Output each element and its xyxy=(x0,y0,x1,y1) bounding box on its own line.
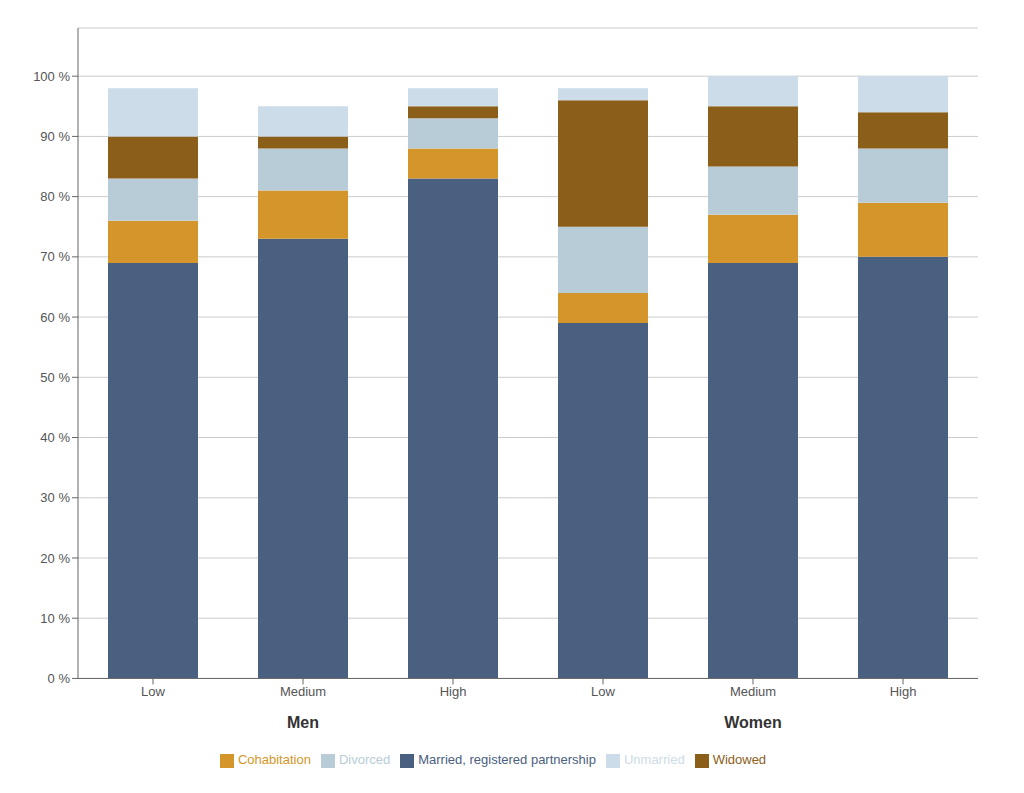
html-text:Widowed: Widowed xyxy=(712,752,767,768)
html-text:Married, registered partnershi: Married, registered partnership xyxy=(418,752,596,768)
svg-text:Medium: Medium xyxy=(280,684,326,699)
svg-text:Low: Low xyxy=(591,684,615,699)
svg-text:0 %: 0 % xyxy=(48,671,71,686)
html-text:Cohabitation: Cohabitation xyxy=(237,752,311,768)
svg-text:Women: Women xyxy=(724,714,781,731)
svg-text:90 %: 90 % xyxy=(40,129,70,144)
svg-text:30 %: 30 % xyxy=(40,490,70,505)
html-text:Unmarried: Unmarried xyxy=(623,752,685,768)
svg-text:20 %: 20 % xyxy=(40,551,70,566)
svg-text:100 %: 100 % xyxy=(33,69,70,84)
svg-text:Men: Men xyxy=(287,714,319,731)
svg-text:50 %: 50 % xyxy=(40,370,70,385)
svg-text:10 %: 10 % xyxy=(40,611,70,626)
svg-text:70 %: 70 % xyxy=(40,249,70,264)
svg-text:80 %: 80 % xyxy=(40,189,70,204)
svg-text:Medium: Medium xyxy=(730,684,776,699)
html-text:Divorced: Divorced xyxy=(338,752,391,768)
svg-text:High: High xyxy=(440,684,467,699)
svg-text:Low: Low xyxy=(141,684,165,699)
svg-text:High: High xyxy=(890,684,917,699)
svg-text:40 %: 40 % xyxy=(40,430,70,445)
svg-text:60 %: 60 % xyxy=(40,310,70,325)
